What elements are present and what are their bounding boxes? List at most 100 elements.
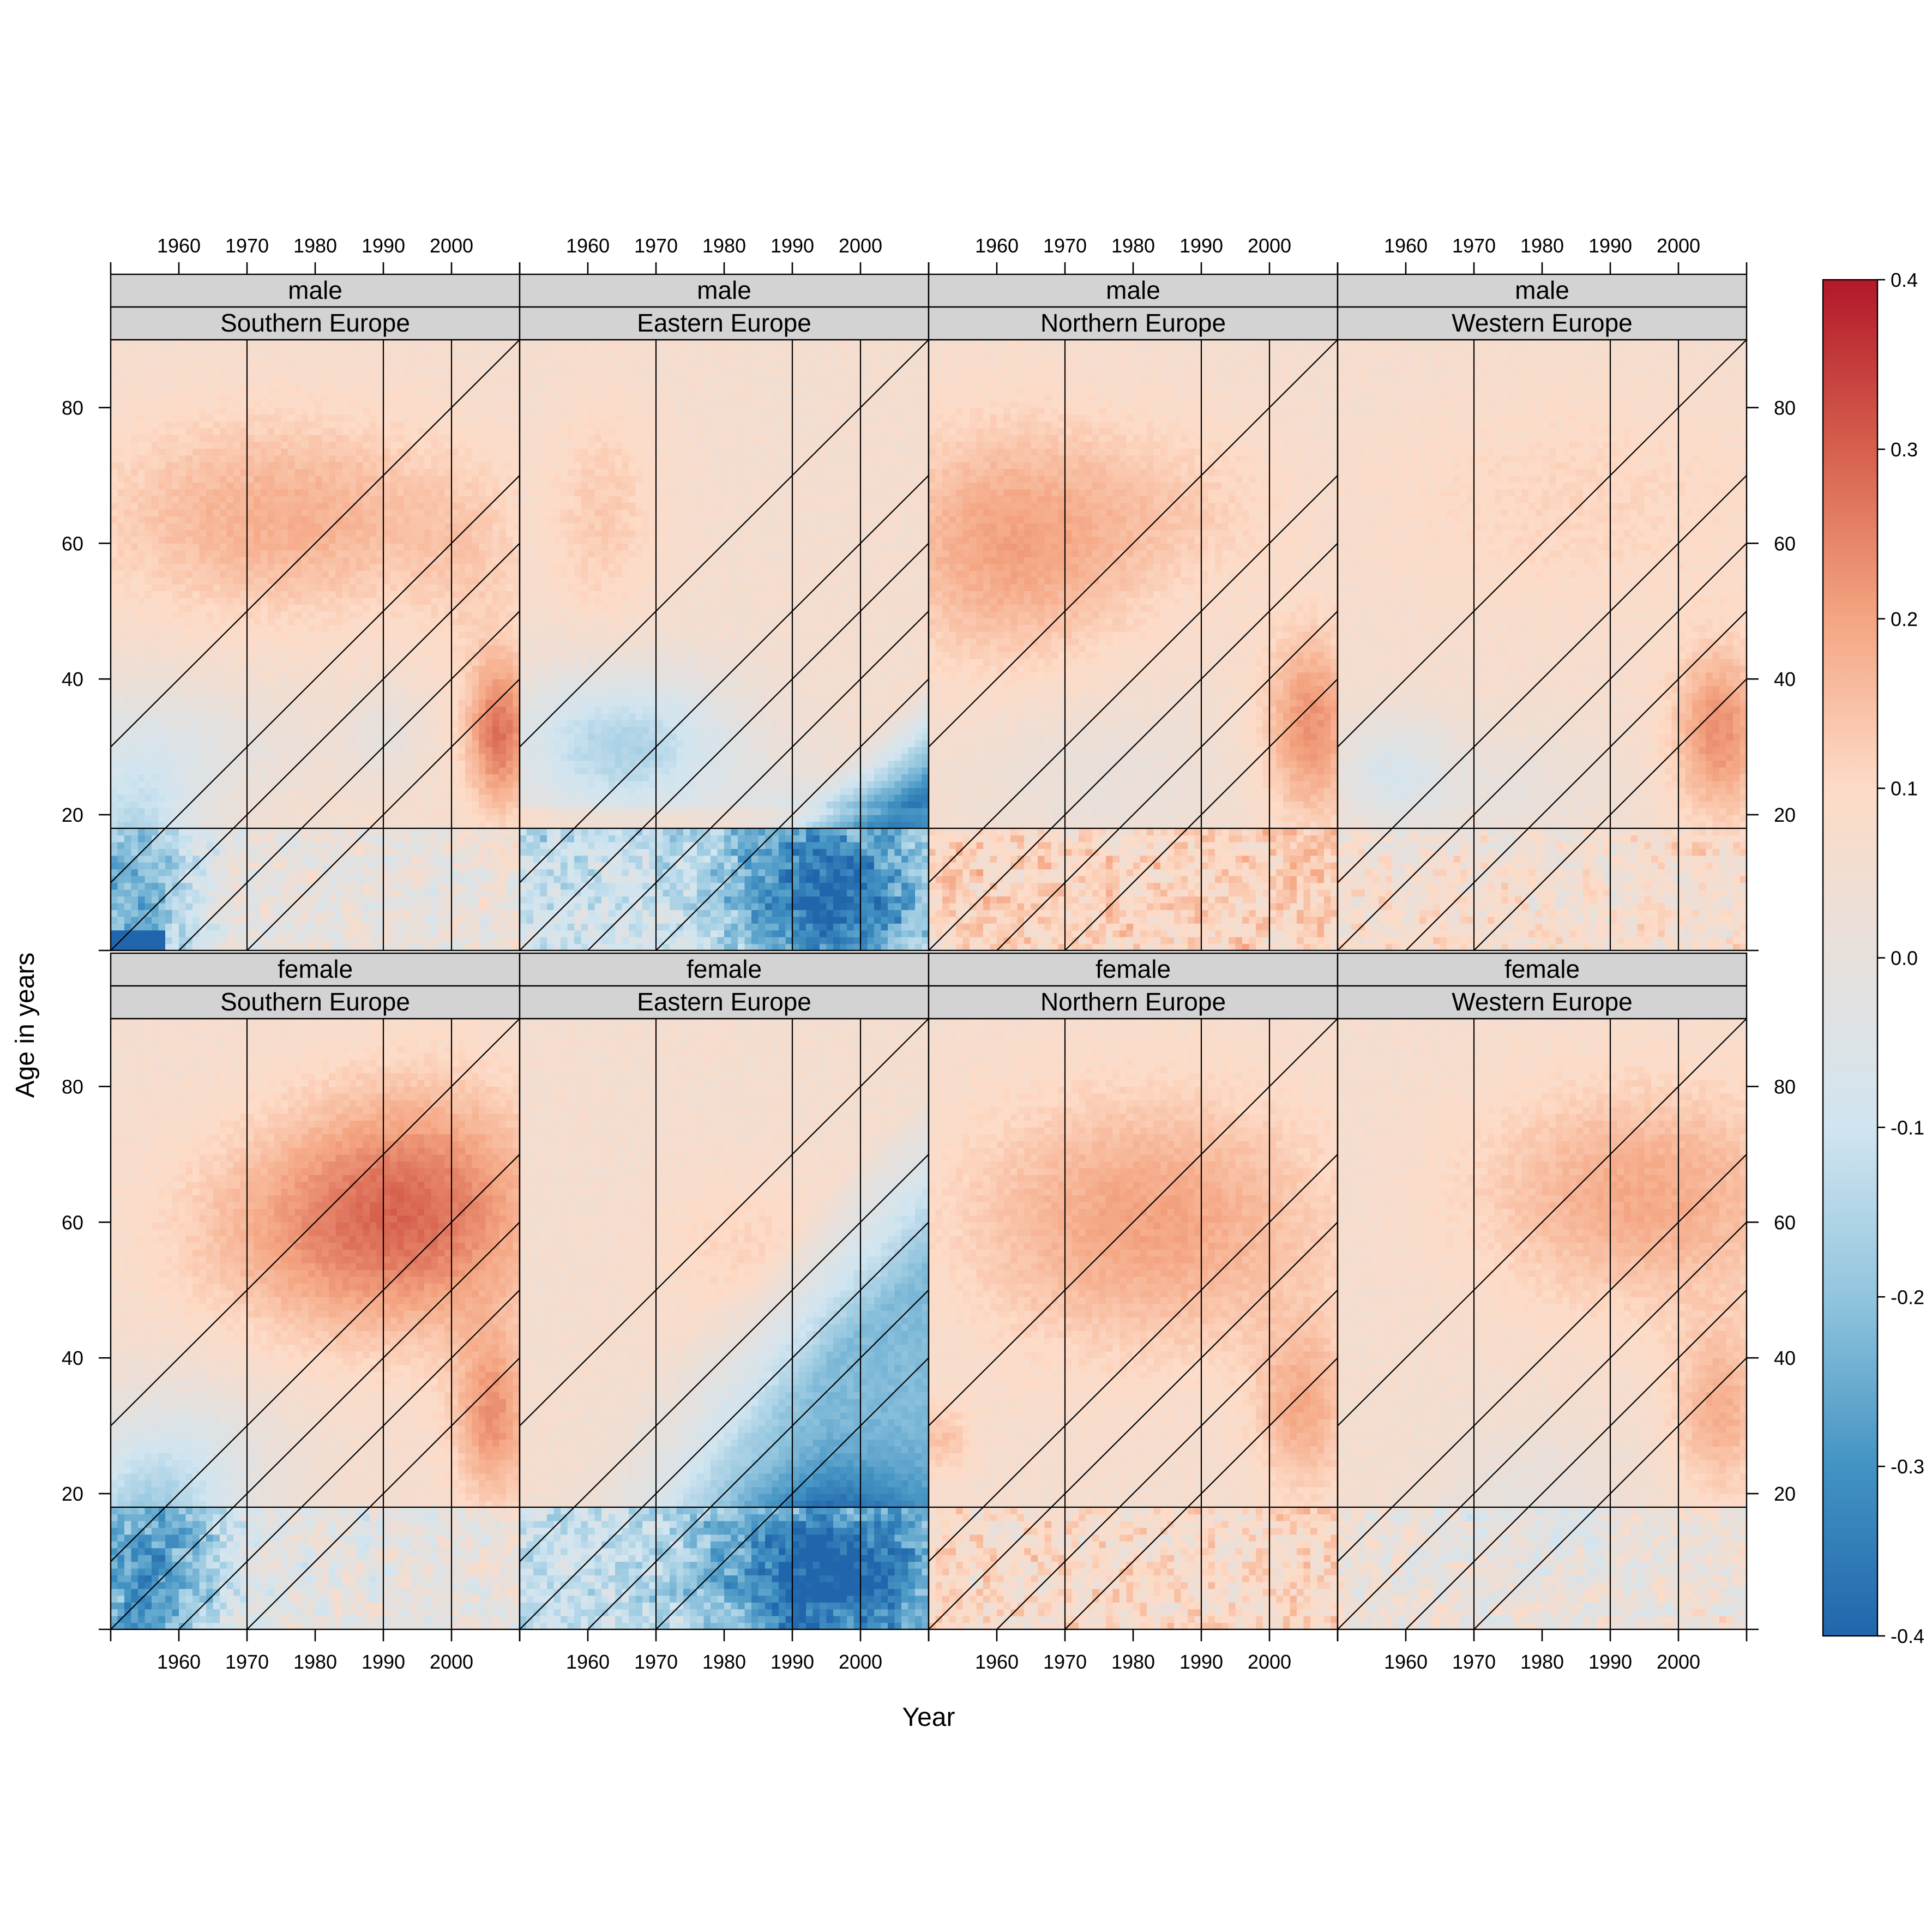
heat-cell xyxy=(179,401,186,408)
heat-cell xyxy=(200,462,207,469)
heat-cell xyxy=(145,889,152,896)
heat-cell xyxy=(152,550,159,557)
heat-cell xyxy=(213,482,220,489)
heat-cell xyxy=(383,387,390,394)
heat-cell xyxy=(383,631,390,639)
heat-cell xyxy=(363,340,370,347)
heat-cell xyxy=(192,706,200,713)
heat-cell xyxy=(268,883,275,890)
heat-cell xyxy=(138,808,145,815)
heat-cell xyxy=(261,428,268,435)
heat-cell xyxy=(206,421,213,428)
heat-cell xyxy=(261,639,268,646)
heat-cell xyxy=(322,747,329,754)
heat-cell xyxy=(118,720,125,727)
heat-cell xyxy=(377,523,384,530)
heat-cell xyxy=(295,625,302,632)
heat-cell xyxy=(329,937,336,944)
heat-cell xyxy=(370,679,377,686)
heat-cell xyxy=(240,503,248,510)
heat-cell xyxy=(350,598,357,605)
heat-cell xyxy=(261,414,268,422)
heat-cell xyxy=(342,516,350,523)
heat-cell xyxy=(363,747,370,754)
heat-cell xyxy=(268,462,275,469)
heat-cell xyxy=(295,353,302,360)
heat-cell xyxy=(383,747,390,754)
heat-cell xyxy=(268,631,275,639)
heat-cell xyxy=(206,706,213,713)
heat-cell xyxy=(274,795,281,802)
heat-cell xyxy=(131,360,139,367)
heat-cell xyxy=(329,509,336,516)
heat-cell xyxy=(254,346,261,353)
heat-cell xyxy=(254,353,261,360)
heat-cell xyxy=(274,883,281,890)
heat-cell xyxy=(295,360,302,367)
heat-cell xyxy=(288,733,295,741)
heat-cell xyxy=(227,862,234,869)
heat-cell xyxy=(192,917,200,924)
heat-cell xyxy=(342,923,350,930)
heat-cell xyxy=(268,570,275,577)
heat-cell xyxy=(363,645,370,652)
heat-cell xyxy=(342,557,350,564)
heat-cell xyxy=(186,591,193,598)
heat-cell xyxy=(336,489,343,496)
heat-cell xyxy=(281,665,288,672)
heat-cell xyxy=(172,550,179,557)
heat-cell xyxy=(179,570,186,577)
heat-cell xyxy=(274,367,281,374)
heat-cell xyxy=(377,761,384,768)
heat-cell xyxy=(124,896,131,903)
heat-cell xyxy=(261,801,268,808)
heat-cell xyxy=(131,713,139,720)
heat-cell xyxy=(329,842,336,849)
heat-cell xyxy=(261,462,268,469)
heat-cell xyxy=(213,808,220,815)
heat-cell xyxy=(111,537,118,544)
heat-cell xyxy=(111,496,118,503)
heat-cell xyxy=(315,754,322,761)
heat-cell xyxy=(220,659,227,666)
heat-cell xyxy=(118,923,125,930)
heat-cell xyxy=(363,476,370,483)
heat-cell xyxy=(124,435,131,442)
heat-cell xyxy=(383,801,390,808)
heat-cell xyxy=(131,523,139,530)
heat-cell xyxy=(165,387,172,394)
heat-cell xyxy=(288,808,295,815)
heat-cell xyxy=(111,577,118,585)
heat-cell xyxy=(227,448,234,455)
heat-cell xyxy=(111,591,118,598)
heat-cell xyxy=(383,693,390,700)
heat-cell xyxy=(213,944,220,951)
heat-cell xyxy=(281,923,288,930)
heat-cell xyxy=(124,611,131,618)
heat-cell xyxy=(131,421,139,428)
heat-cell xyxy=(288,346,295,353)
heat-cell xyxy=(138,801,145,808)
heat-cell xyxy=(247,652,254,659)
heat-cell xyxy=(254,435,261,442)
heat-cell xyxy=(342,747,350,754)
heat-cell xyxy=(206,822,213,829)
heat-cell xyxy=(288,570,295,577)
heat-cell xyxy=(356,516,363,523)
heat-cell xyxy=(206,577,213,585)
heat-cell xyxy=(152,577,159,585)
heat-cell xyxy=(192,604,200,611)
heat-cell xyxy=(247,686,254,693)
heat-cell xyxy=(309,896,316,903)
heat-cell xyxy=(288,407,295,414)
heat-cell xyxy=(233,428,240,435)
heat-cell xyxy=(363,421,370,428)
heat-cell xyxy=(200,367,207,374)
heat-cell xyxy=(342,529,350,537)
heat-cell xyxy=(138,639,145,646)
heat-cell xyxy=(309,733,316,741)
heat-cell xyxy=(131,509,139,516)
heat-cell xyxy=(268,889,275,896)
heat-cell xyxy=(220,394,227,401)
heat-cell xyxy=(281,896,288,903)
